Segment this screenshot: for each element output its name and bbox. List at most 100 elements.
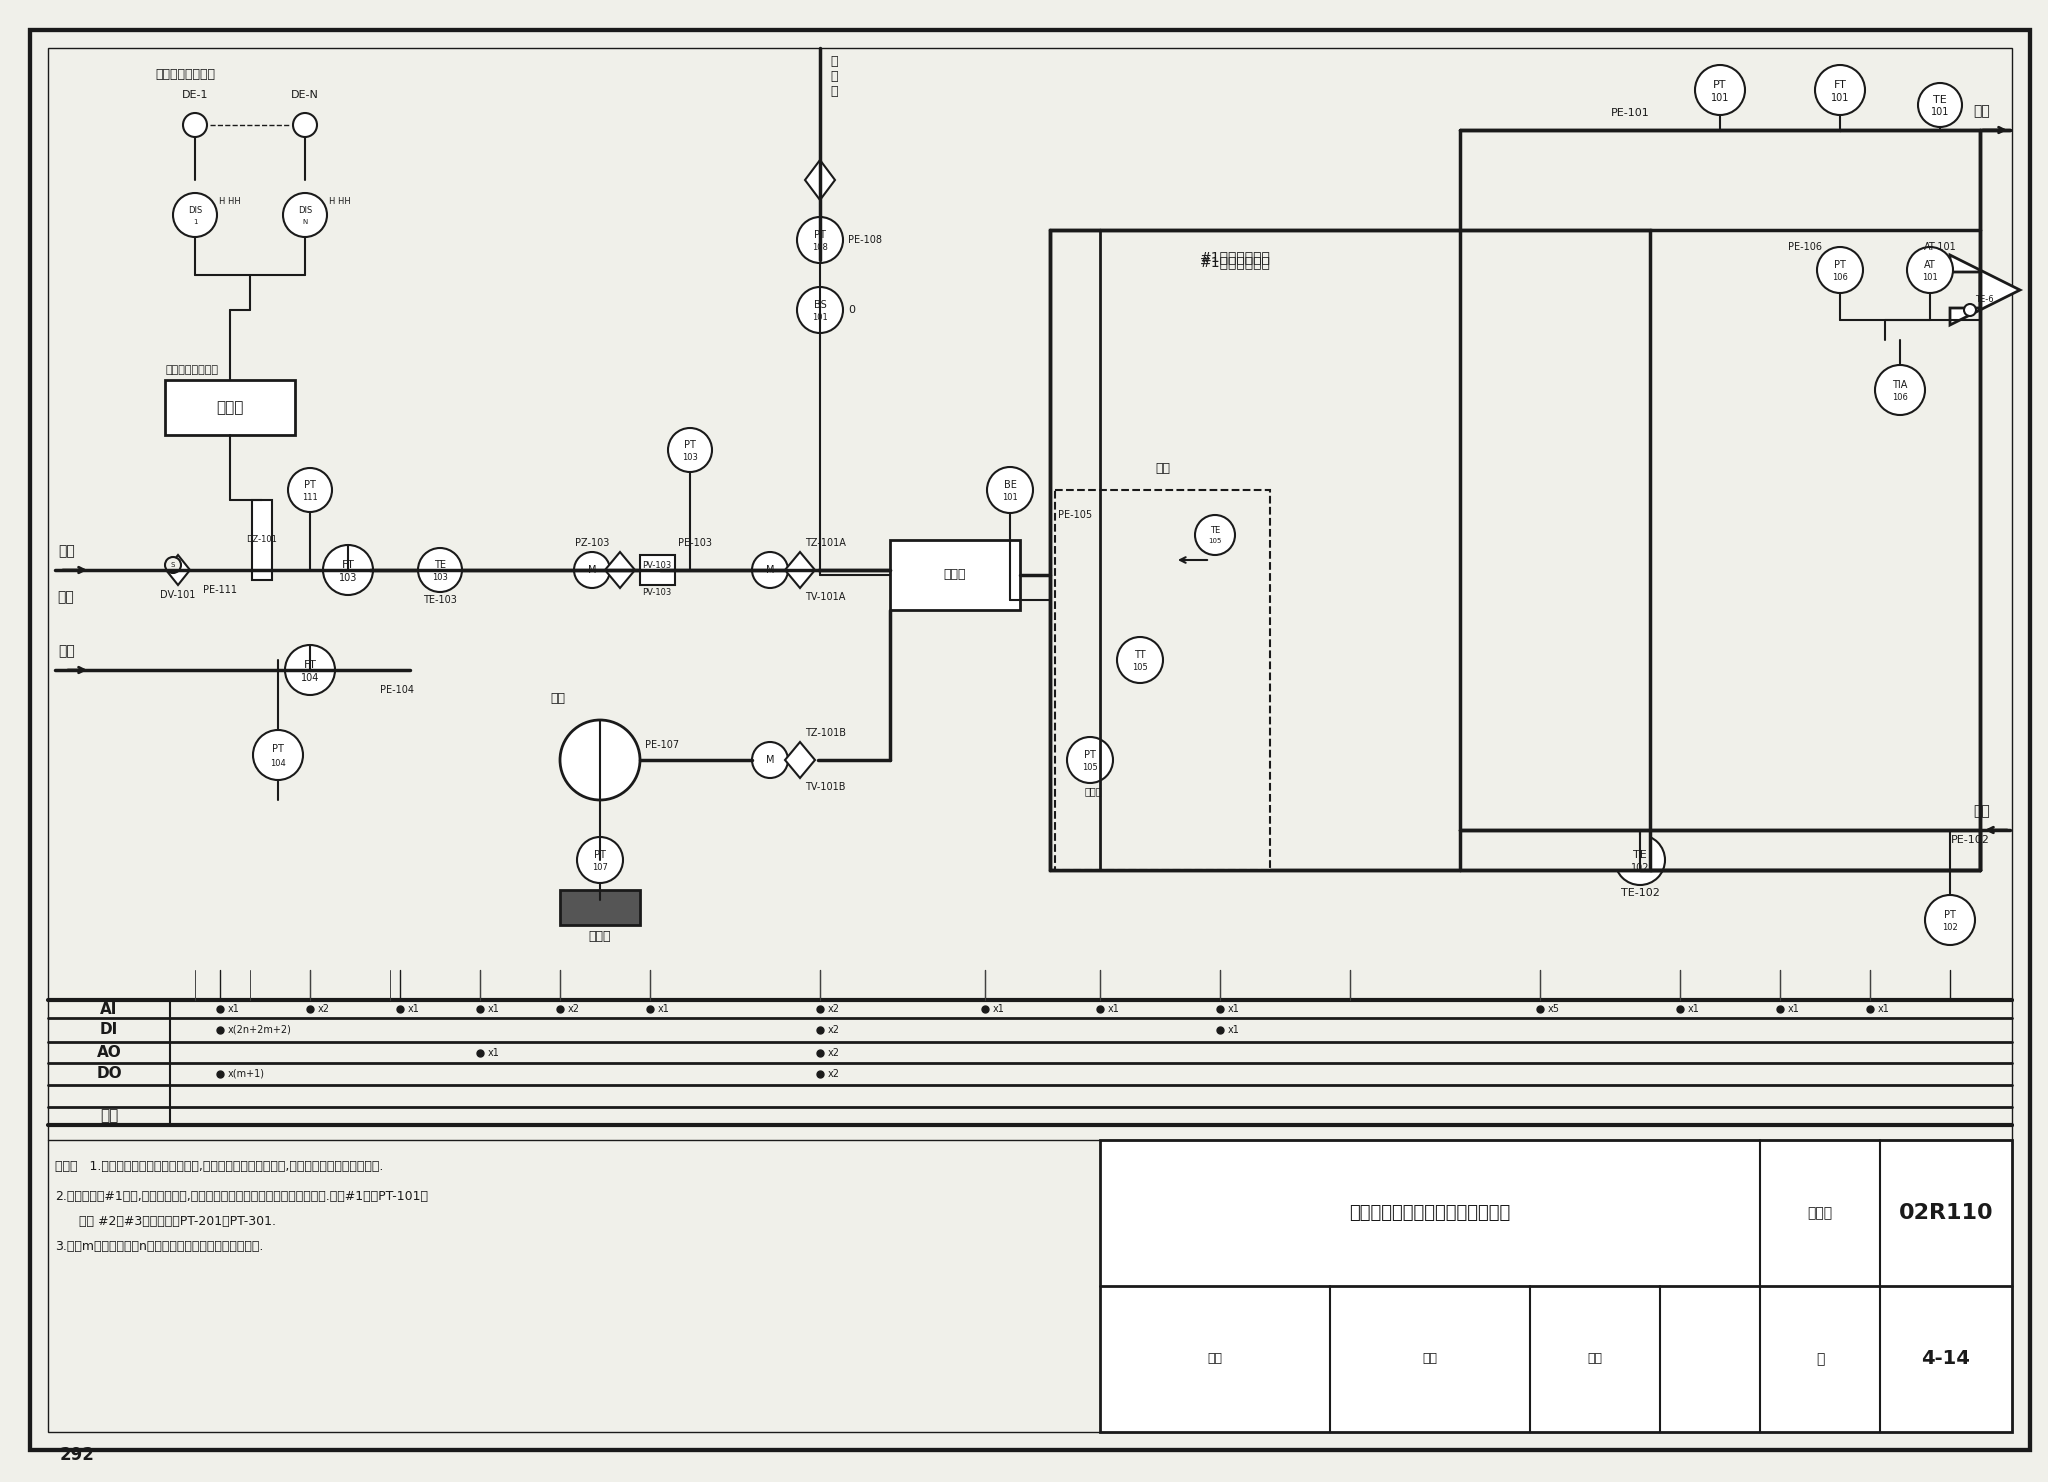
Circle shape bbox=[668, 428, 713, 471]
Text: DIS: DIS bbox=[297, 206, 311, 215]
Circle shape bbox=[987, 467, 1032, 513]
Text: 图集号: 图集号 bbox=[1808, 1206, 1833, 1220]
Bar bbox=[166, 379, 295, 436]
Text: TE: TE bbox=[1933, 95, 1948, 105]
Text: 燃油: 燃油 bbox=[57, 590, 74, 605]
Circle shape bbox=[1067, 737, 1112, 782]
Text: BS: BS bbox=[813, 299, 827, 310]
Text: x1: x1 bbox=[408, 1003, 420, 1014]
Circle shape bbox=[797, 288, 844, 333]
Circle shape bbox=[324, 545, 373, 594]
Text: x1: x1 bbox=[657, 1003, 670, 1014]
Text: 111: 111 bbox=[303, 492, 317, 501]
Circle shape bbox=[182, 113, 207, 136]
Text: x2: x2 bbox=[827, 1026, 840, 1034]
Text: TE-103: TE-103 bbox=[424, 594, 457, 605]
Text: 2.图中仅示出#1锅炉,对于其它锅炉,仅需将图位号首位数字改为相应炉号即可.例：#1锅炉PT-101，: 2.图中仅示出#1锅炉,对于其它锅炉,仅需将图位号首位数字改为相应炉号即可.例：… bbox=[55, 1190, 428, 1203]
Text: 105: 105 bbox=[1133, 662, 1147, 671]
Polygon shape bbox=[805, 160, 836, 200]
Text: x2: x2 bbox=[317, 1003, 330, 1014]
Text: #1燃油热水锅炉: #1燃油热水锅炉 bbox=[1200, 255, 1272, 270]
Polygon shape bbox=[784, 551, 815, 588]
Text: 0: 0 bbox=[848, 305, 854, 316]
Text: x1: x1 bbox=[1788, 1003, 1800, 1014]
Text: 103: 103 bbox=[338, 574, 356, 582]
Text: x1: x1 bbox=[487, 1003, 500, 1014]
Text: M: M bbox=[588, 565, 596, 575]
Text: 配电箱: 配电箱 bbox=[588, 931, 610, 943]
Circle shape bbox=[1116, 637, 1163, 683]
Text: x2: x2 bbox=[827, 1069, 840, 1079]
Text: M: M bbox=[766, 754, 774, 765]
Text: PE-103: PE-103 bbox=[678, 538, 713, 548]
Text: 按需要: 按需要 bbox=[1083, 785, 1102, 796]
Text: 1: 1 bbox=[193, 219, 197, 225]
Text: 105: 105 bbox=[1081, 763, 1098, 772]
Text: PV-103: PV-103 bbox=[643, 562, 672, 571]
Bar bbox=[252, 499, 272, 579]
Text: DI: DI bbox=[100, 1023, 119, 1037]
Circle shape bbox=[752, 742, 788, 778]
Text: 风机: 风机 bbox=[551, 692, 565, 705]
Circle shape bbox=[1919, 83, 1962, 127]
Polygon shape bbox=[784, 742, 815, 778]
Circle shape bbox=[1964, 304, 1976, 316]
Circle shape bbox=[293, 113, 317, 136]
Text: x2: x2 bbox=[827, 1048, 840, 1058]
Text: 回水: 回水 bbox=[1974, 805, 1991, 818]
Text: TZ-101A: TZ-101A bbox=[805, 538, 846, 548]
Text: PV-103: PV-103 bbox=[643, 588, 672, 597]
Circle shape bbox=[573, 551, 610, 588]
Text: 102: 102 bbox=[1942, 923, 1958, 932]
Circle shape bbox=[1907, 247, 1954, 293]
Text: 101: 101 bbox=[1931, 107, 1950, 117]
Text: 仪表盘: 仪表盘 bbox=[217, 400, 244, 415]
Text: H HH: H HH bbox=[219, 197, 242, 206]
Text: 101: 101 bbox=[1831, 93, 1849, 104]
Bar bbox=[1055, 491, 1270, 870]
Text: 页: 页 bbox=[1817, 1352, 1825, 1366]
Text: DZ-101: DZ-101 bbox=[246, 535, 276, 544]
Text: 3.图中m为锅炉台数，n为环境可燃蒸汽浓度检测探头头数.: 3.图中m为锅炉台数，n为环境可燃蒸汽浓度检测探头头数. bbox=[55, 1240, 264, 1252]
Text: PE-111: PE-111 bbox=[203, 585, 238, 594]
Text: 说明：   1.图中所示热工测量及控制仪表,有的随锅炉、燃烧器带来,并与锅炉容量及生产厂有关.: 说明： 1.图中所示热工测量及控制仪表,有的随锅炉、燃烧器带来,并与锅炉容量及生… bbox=[55, 1160, 383, 1172]
Text: 101: 101 bbox=[1001, 494, 1018, 502]
Polygon shape bbox=[604, 551, 635, 588]
Text: TE: TE bbox=[434, 560, 446, 571]
Circle shape bbox=[1817, 247, 1864, 293]
Text: 设计: 设计 bbox=[1587, 1353, 1602, 1365]
Circle shape bbox=[559, 720, 639, 800]
Text: AO: AO bbox=[96, 1045, 121, 1060]
Text: PT: PT bbox=[684, 440, 696, 451]
Text: PE-102: PE-102 bbox=[1952, 834, 1991, 845]
Text: PE-107: PE-107 bbox=[645, 740, 680, 750]
Circle shape bbox=[254, 731, 303, 780]
Text: 101: 101 bbox=[1923, 273, 1937, 282]
Circle shape bbox=[578, 837, 623, 883]
Text: x1: x1 bbox=[1878, 1003, 1890, 1014]
Text: x(2n+2m+2): x(2n+2m+2) bbox=[227, 1026, 293, 1034]
Circle shape bbox=[797, 216, 844, 262]
Text: TE-6: TE-6 bbox=[1974, 295, 1993, 304]
Text: 炉膛: 炉膛 bbox=[1155, 462, 1171, 476]
Text: x5: x5 bbox=[1548, 1003, 1561, 1014]
Text: PT: PT bbox=[813, 230, 825, 240]
Text: x1: x1 bbox=[1688, 1003, 1700, 1014]
Text: 环境可燃蒸汽浓度: 环境可燃蒸汽浓度 bbox=[156, 68, 215, 82]
Text: PE-101: PE-101 bbox=[1610, 108, 1649, 119]
Text: 103: 103 bbox=[682, 452, 698, 461]
Text: 至燃油总管切断阀: 至燃油总管切断阀 bbox=[166, 365, 217, 375]
Bar bbox=[559, 891, 639, 925]
Text: 4-14: 4-14 bbox=[1921, 1350, 1970, 1368]
Circle shape bbox=[1616, 834, 1665, 885]
Circle shape bbox=[418, 548, 463, 591]
Text: x(m+1): x(m+1) bbox=[227, 1069, 264, 1079]
Text: DV-101: DV-101 bbox=[160, 590, 197, 600]
Text: PT: PT bbox=[594, 851, 606, 860]
Text: 104: 104 bbox=[301, 673, 319, 683]
Text: 燃油: 燃油 bbox=[57, 544, 74, 559]
Text: PT: PT bbox=[1944, 910, 1956, 919]
Text: 校对: 校对 bbox=[1423, 1353, 1438, 1365]
Text: FT: FT bbox=[342, 560, 354, 569]
Text: FT: FT bbox=[303, 659, 317, 670]
